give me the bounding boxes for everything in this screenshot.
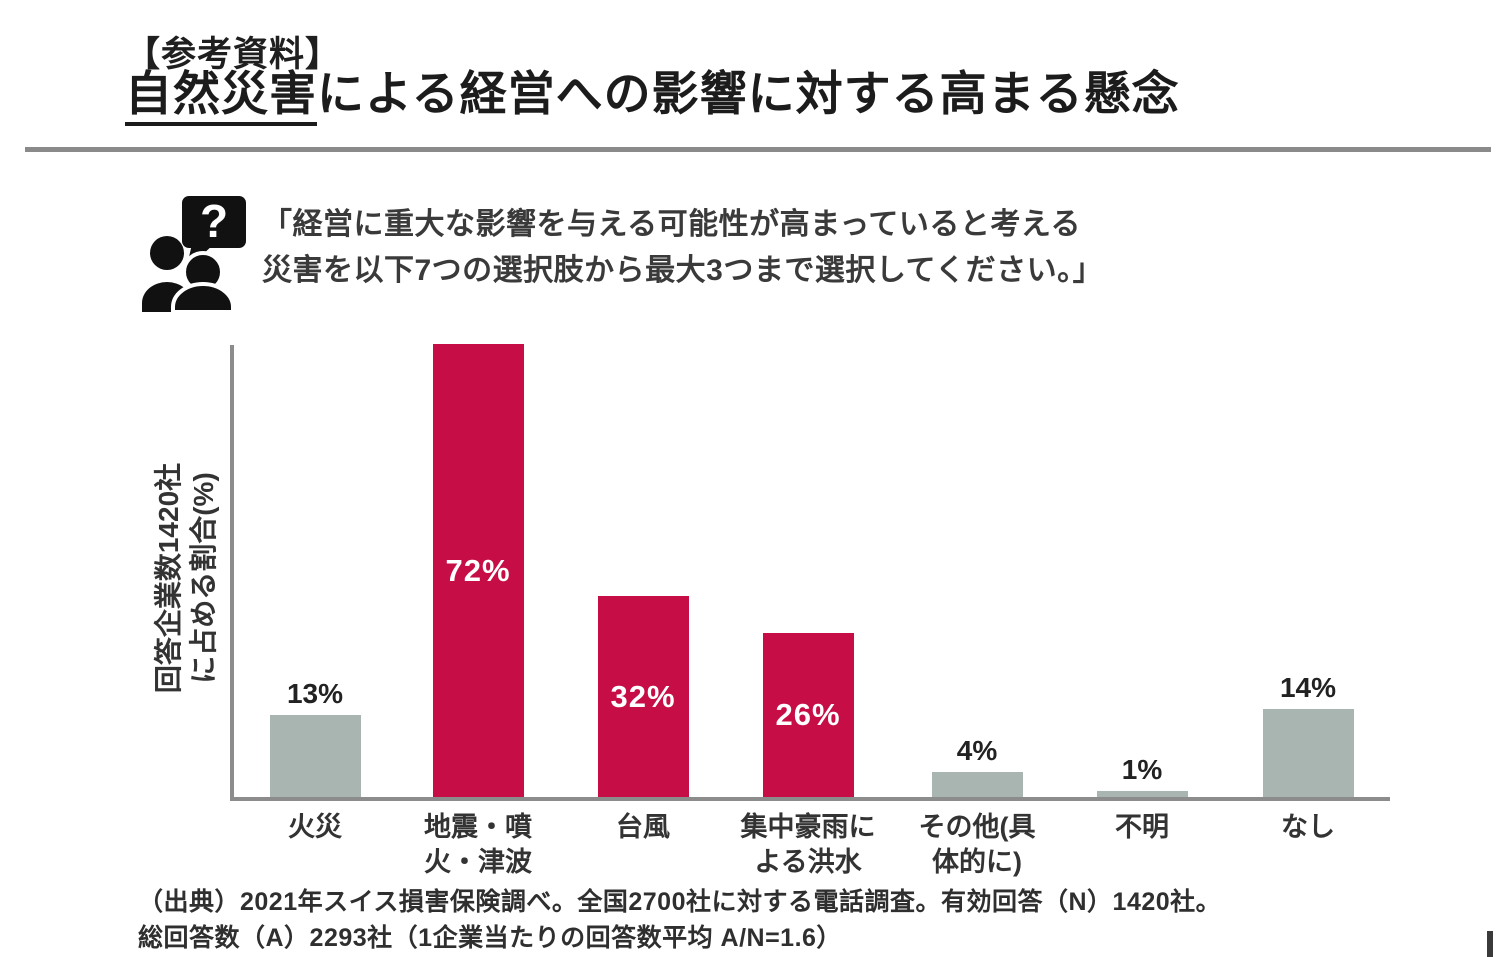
source-line-2: 総回答数（A）2293社（1企業当たりの回答数平均 A/N=1.6） [138,924,842,952]
category-label-0: 火災 [205,810,425,845]
svg-text:?: ? [200,196,228,247]
category-label-line: なし [1281,812,1335,842]
bar-value-label-1: 72% [445,552,511,588]
people-question-icon-svg: ? [142,195,246,314]
category-label-3: 集中豪雨に よる洪水 [698,810,918,880]
bar-1: 72% [432,344,524,797]
category-label-line: 火災 [288,812,342,842]
source-line-1: （出典）2021年スイス損害保険調べ。全国2700社に対する電話調査。有効回答（… [138,888,1222,916]
bar-value-label-2: 32% [610,678,676,714]
corner-mark [1487,931,1493,957]
question-line-2: 災害を以下7つの選択肢から最大3つまで選択してください。」 [262,254,1104,287]
title-rest-text: による経営への影響に対する高まる懸念 [317,67,1180,120]
bar-4 [931,772,1023,797]
bar-value-label-6: 14% [1279,672,1337,703]
category-label-2: 台風 [533,810,753,845]
category-label-5: 不明 [1032,810,1252,845]
page-title: 自然災害による経営への影響に対する高まる懸念 [125,66,1180,126]
kicker: 【参考資料】 [125,35,342,74]
question-text: 「経営に重大な影響を与える可能性が高まっていると考える 災害を以下7つの選択肢か… [262,202,1103,294]
question-line-1: 「経営に重大な影響を与える可能性が高まっていると考える [262,208,1081,241]
category-label-line: 集中豪雨に [740,812,876,842]
y-axis-label-line-1: 回答企業数1420社 [153,462,184,694]
bar-3: 26% [762,633,854,797]
category-label-6: なし [1198,810,1418,845]
bar-value-label-5: 1% [1121,754,1163,785]
people-question-icon: ? [140,195,252,314]
y-axis-label: 回答企業数1420社 に占める割合(%) [151,463,221,693]
bar-2: 32% [597,596,689,797]
source-note: （出典）2021年スイス損害保険調べ。全国2700社に対する電話調査。有効回答（… [138,884,1221,956]
category-label-line: 体的に) [932,847,1022,877]
category-label-line: 台風 [616,812,670,842]
category-label-line: 火・津波 [424,847,532,877]
category-label-4: その他(具体的に) [867,810,1087,880]
y-axis-line [230,345,234,801]
bar-value-label-0: 13% [286,678,344,709]
y-axis-label-line-2: に占める割合(%) [188,472,219,684]
bar-5 [1096,791,1188,797]
divider [25,147,1491,152]
category-label-line: その他(具 [918,812,1036,842]
category-label-1: 地震・噴 火・津波 [368,810,588,880]
title-underlined-text: 自然災害 [125,67,317,126]
bar-0 [269,715,361,797]
person-front-silhouette [171,251,235,314]
bar-value-label-4: 4% [956,735,998,766]
category-label-line: よる洪水 [754,847,862,877]
bar-6 [1262,709,1354,797]
x-axis-line [230,797,1390,801]
category-label-line: 不明 [1115,812,1169,842]
category-label-line: 地震・噴 [424,812,532,842]
bar-value-label-3: 26% [775,697,841,732]
